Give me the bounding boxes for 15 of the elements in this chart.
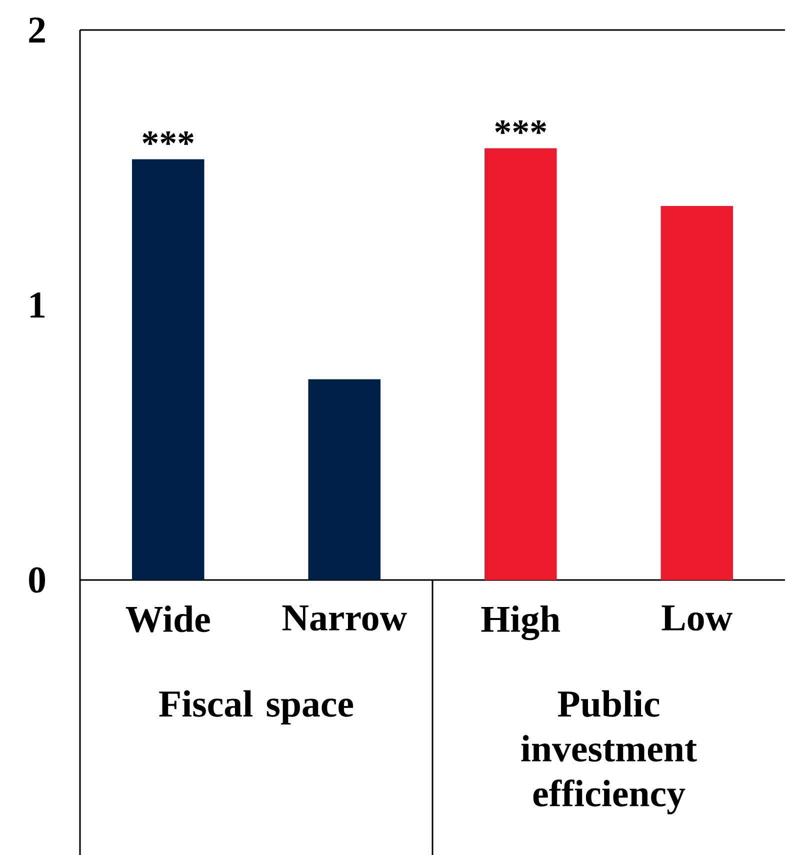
x-tick-label: Wide	[126, 606, 210, 632]
annotation: ***	[495, 120, 546, 134]
bar	[660, 206, 734, 580]
text: Public investment efficiency	[521, 690, 697, 814]
y-tick-label: 1	[30, 292, 45, 318]
annotation: ***	[142, 131, 194, 145]
x-tick-label: Low	[662, 606, 732, 631]
bar	[132, 159, 204, 580]
x-tick-label: Narrow	[282, 606, 407, 631]
bar	[484, 148, 557, 580]
y-tick-label: 2	[29, 17, 45, 43]
text: Fiscal space	[159, 690, 354, 725]
x-tick-label: High	[481, 606, 560, 640]
y-tick-label: 0	[28, 567, 46, 593]
bar	[308, 379, 381, 580]
